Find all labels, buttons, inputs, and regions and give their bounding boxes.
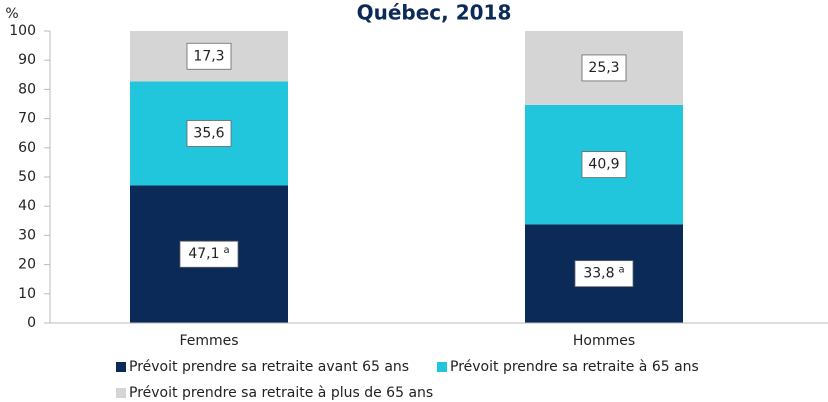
y-axis-label: % [5, 6, 18, 22]
y-tick-label: 100 [9, 23, 36, 39]
y-tick-label: 10 [18, 286, 36, 302]
value-label: 33,8 a [583, 265, 624, 282]
y-tick-label: 70 [18, 111, 36, 127]
value-label-box [179, 240, 239, 268]
legend-label: Prévoit prendre sa retraite avant 65 ans [129, 359, 409, 375]
value-label-box [186, 42, 232, 70]
legend-label: Prévoit prendre sa retraite à 65 ans [450, 359, 699, 375]
value-label-box [186, 120, 232, 147]
y-tick-label: 0 [27, 315, 36, 331]
value-label: 40,9 [588, 157, 619, 173]
value-label-text: 35,6 [193, 125, 224, 141]
value-label-text: 17,3 [193, 48, 224, 64]
y-tick-label: 80 [18, 81, 36, 97]
value-label-box [581, 54, 627, 82]
x-tick-label: Hommes [573, 333, 635, 349]
legend-swatch [437, 362, 447, 372]
value-label-text: 33,8 [583, 266, 614, 282]
value-label: 47,1 a [188, 245, 229, 262]
value-label-text: 40,9 [588, 157, 619, 173]
y-tick-label: 60 [18, 140, 36, 156]
x-tick-label: Femmes [179, 333, 238, 349]
legend-swatch [116, 362, 126, 372]
value-label-note: a [619, 265, 625, 276]
y-tick-label: 50 [18, 169, 36, 185]
y-tick-label: 90 [18, 52, 36, 68]
value-label: 17,3 [193, 48, 224, 64]
chart-title: Québec, 2018 [357, 1, 512, 25]
legend-label: Prévoit prendre sa retraite à plus de 65… [129, 385, 433, 401]
value-label-box [581, 151, 627, 178]
value-label-text: 47,1 [188, 246, 219, 262]
y-tick-label: 40 [18, 198, 36, 214]
y-tick-label: 20 [18, 257, 36, 273]
value-label-box [574, 260, 634, 288]
value-label-text: 25,3 [588, 60, 619, 76]
value-label: 25,3 [588, 60, 619, 76]
y-tick-label: 30 [18, 227, 36, 243]
value-label-note: a [224, 245, 230, 256]
value-label: 35,6 [193, 125, 224, 141]
legend-swatch [116, 388, 126, 398]
